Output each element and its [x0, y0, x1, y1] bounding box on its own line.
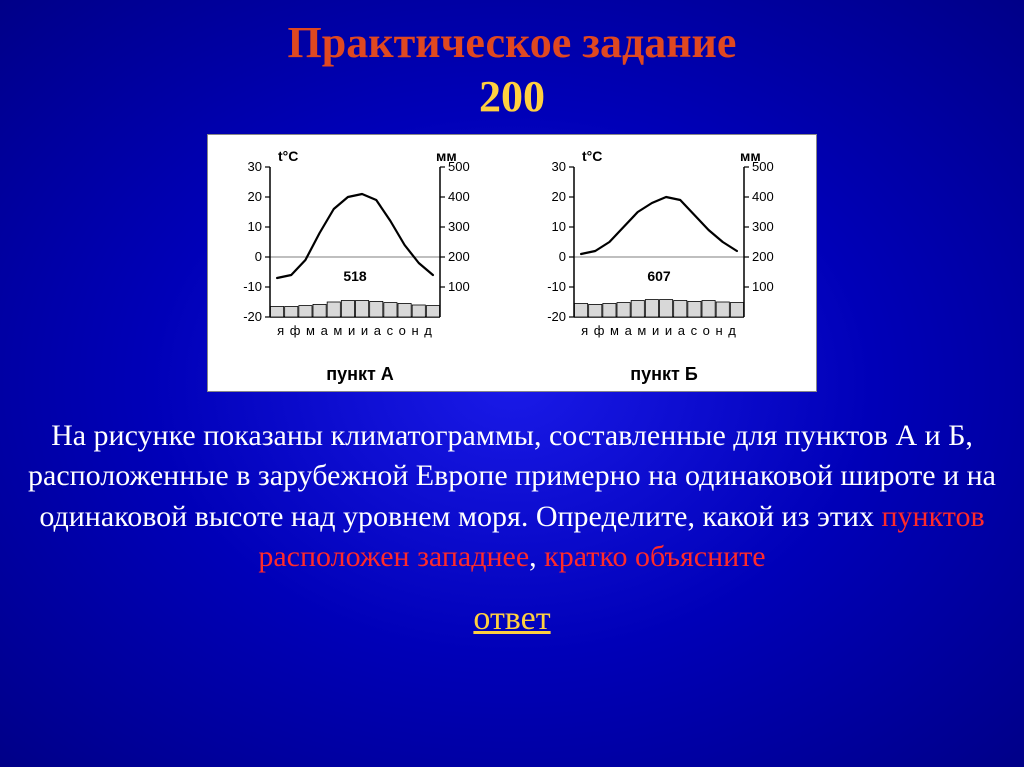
svg-text:500: 500 [448, 159, 470, 174]
svg-text:607: 607 [647, 268, 671, 284]
chart-b: t°Cмм3020100-10-20500400300200100607я ф … [524, 145, 804, 360]
question-part-2: , [529, 540, 544, 573]
svg-text:0: 0 [255, 249, 262, 264]
svg-text:t°C: t°C [278, 148, 298, 164]
question-highlight-2: кратко объясните [544, 540, 765, 573]
svg-text:200: 200 [752, 249, 774, 264]
charts-panel: t°Cмм3020100-10-20500400300200100518я ф … [207, 134, 817, 392]
svg-text:я ф м а м и и а с о н д: я ф м а м и и а с о н д [581, 323, 737, 338]
svg-text:500: 500 [752, 159, 774, 174]
svg-text:30: 30 [552, 159, 566, 174]
svg-text:я ф м а м и и а с о н д: я ф м а м и и а с о н д [277, 323, 433, 338]
svg-text:300: 300 [752, 219, 774, 234]
svg-text:-10: -10 [547, 279, 566, 294]
svg-text:0: 0 [559, 249, 566, 264]
svg-text:100: 100 [752, 279, 774, 294]
svg-text:518: 518 [343, 268, 367, 284]
svg-text:30: 30 [248, 159, 262, 174]
svg-text:t°C: t°C [582, 148, 602, 164]
svg-text:300: 300 [448, 219, 470, 234]
svg-text:-20: -20 [547, 309, 566, 324]
svg-text:10: 10 [552, 219, 566, 234]
chart-a-wrap: t°Cмм3020100-10-20500400300200100518я ф … [220, 145, 500, 385]
svg-text:100: 100 [448, 279, 470, 294]
svg-text:-10: -10 [243, 279, 262, 294]
answer-link[interactable]: ответ [473, 600, 550, 638]
chart-a: t°Cмм3020100-10-20500400300200100518я ф … [220, 145, 500, 360]
svg-text:200: 200 [448, 249, 470, 264]
page-title: Практическое задание [0, 0, 1024, 69]
svg-text:20: 20 [552, 189, 566, 204]
chart-a-caption: пункт А [326, 364, 394, 385]
svg-text:400: 400 [448, 189, 470, 204]
svg-text:-20: -20 [243, 309, 262, 324]
question-text: На рисунке показаны климатограммы, соста… [0, 392, 1024, 578]
svg-text:400: 400 [752, 189, 774, 204]
score-value: 200 [0, 71, 1024, 122]
svg-text:20: 20 [248, 189, 262, 204]
svg-text:10: 10 [248, 219, 262, 234]
chart-b-caption: пункт Б [630, 364, 698, 385]
chart-b-wrap: t°Cмм3020100-10-20500400300200100607я ф … [524, 145, 804, 385]
question-part-1: На рисунке показаны климатограммы, соста… [28, 419, 996, 533]
